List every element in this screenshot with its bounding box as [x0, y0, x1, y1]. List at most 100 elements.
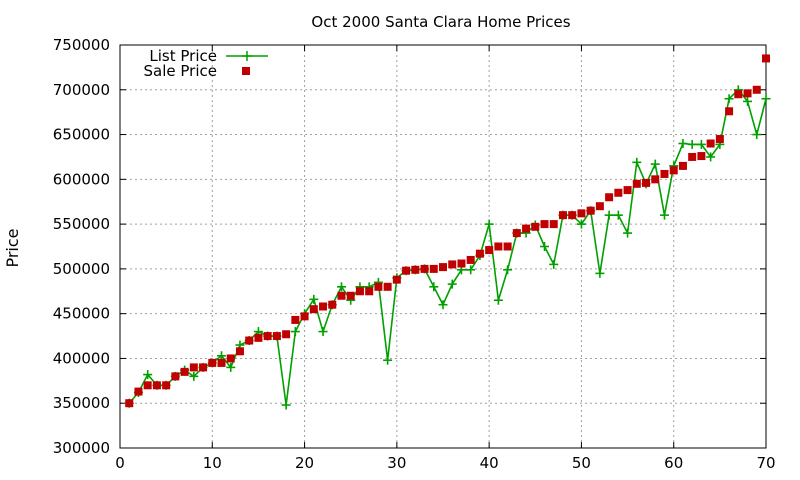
data-point-list-price — [743, 96, 753, 106]
data-point-sale-price — [263, 332, 272, 341]
data-point-sale-price — [328, 300, 337, 309]
data-point-sale-price — [291, 315, 300, 324]
data-point-sale-price — [632, 179, 641, 188]
data-point-sale-price — [143, 381, 152, 390]
data-point-sale-price — [272, 332, 281, 341]
data-point-list-price — [466, 265, 476, 275]
data-point-sale-price — [466, 255, 475, 264]
data-point-sale-price — [734, 90, 743, 99]
data-point-sale-price — [623, 186, 632, 195]
data-point-sale-price — [152, 381, 161, 390]
data-point-sale-price — [614, 188, 623, 197]
data-point-list-price — [290, 327, 300, 337]
data-point-list-price — [650, 159, 660, 169]
y-tick-label: 450000 — [53, 305, 110, 323]
data-point-sale-price — [309, 305, 318, 314]
data-point-sale-price — [189, 363, 198, 372]
data-point-sale-price — [402, 266, 411, 275]
data-point-list-price — [309, 294, 319, 304]
y-tick-label: 500000 — [53, 260, 110, 278]
data-point-list-price — [632, 157, 642, 167]
data-point-sale-price — [235, 347, 244, 356]
data-point-sale-price — [319, 302, 328, 311]
data-point-sale-price — [540, 220, 549, 229]
data-point-sale-price — [531, 222, 540, 231]
data-point-sale-price — [217, 358, 226, 367]
data-point-sale-price — [254, 333, 263, 342]
data-point-sale-price — [439, 263, 447, 272]
data-point-sale-price — [226, 354, 235, 363]
data-point-sale-price — [448, 260, 457, 269]
data-point-sale-price — [697, 152, 706, 161]
data-point-sale-price — [688, 152, 697, 161]
x-tick-label: 0 — [115, 454, 125, 472]
data-point-sale-price — [199, 363, 208, 372]
data-point-list-price — [706, 152, 716, 162]
y-tick-label: 750000 — [53, 36, 110, 54]
data-point-sale-price — [660, 169, 669, 178]
data-point-sale-price — [134, 387, 143, 396]
data-point-sale-price — [549, 220, 558, 229]
data-point-sale-price — [245, 336, 254, 345]
data-point-sale-price — [162, 381, 171, 390]
data-point-sale-price — [171, 372, 180, 381]
data-point-sale-price — [678, 161, 687, 170]
data-point-sale-price — [512, 229, 521, 238]
y-tick-label: 550000 — [53, 215, 110, 233]
x-tick-label: 50 — [572, 454, 591, 472]
data-point-sale-price — [725, 107, 734, 116]
data-point-sale-price — [125, 399, 134, 408]
data-point-sale-price — [365, 287, 374, 296]
data-point-list-price — [678, 139, 688, 149]
data-point-list-price — [336, 282, 346, 292]
data-point-sale-price — [429, 264, 438, 273]
data-point-list-price — [576, 219, 586, 229]
data-point-sale-price — [706, 139, 715, 148]
data-point-sale-price — [355, 287, 364, 296]
data-point-sale-price — [605, 193, 614, 202]
data-point-sale-price — [715, 135, 724, 144]
data-point-list-price — [604, 210, 614, 220]
data-point-list-price — [383, 355, 393, 365]
x-tick-label: 60 — [664, 454, 683, 472]
data-point-list-price — [429, 282, 439, 292]
y-tick-label: 700000 — [53, 81, 110, 99]
legend-label-list-price: List Price — [149, 47, 217, 65]
data-point-list-price — [226, 362, 236, 372]
legend-label-sale-price: Sale Price — [144, 62, 217, 80]
data-point-list-price — [189, 371, 199, 381]
legend: List Price Sale Price — [144, 47, 268, 80]
data-point-list-price — [484, 219, 494, 229]
data-point-sale-price — [383, 282, 392, 291]
data-point-sale-price — [337, 291, 346, 300]
x-tick-label: 70 — [756, 454, 775, 472]
chart-title: Oct 2000 Santa Clara Home Prices — [311, 13, 570, 31]
x-tick-label: 10 — [203, 454, 222, 472]
data-point-list-price — [493, 295, 503, 305]
data-point-sale-price — [503, 242, 512, 251]
data-point-list-price — [761, 94, 771, 104]
data-point-sale-price — [586, 206, 595, 215]
data-point-list-price — [540, 242, 550, 251]
data-point-list-price — [595, 268, 605, 278]
data-point-list-price — [696, 139, 706, 149]
data-point-sale-price — [475, 249, 484, 258]
series-sale-price — [125, 54, 770, 408]
x-tick-label: 30 — [387, 454, 406, 472]
y-tick-label: 650000 — [53, 126, 110, 144]
series-line-list-price — [128, 88, 767, 406]
data-point-list-price — [724, 94, 734, 104]
data-point-sale-price — [374, 282, 383, 291]
grid — [120, 45, 766, 448]
data-point-sale-price — [669, 166, 678, 175]
data-point-list-price — [503, 265, 513, 275]
data-point-list-price — [613, 210, 623, 220]
data-point-sale-price — [494, 242, 503, 251]
data-point-sale-price — [485, 246, 494, 255]
series-layer — [124, 54, 771, 410]
data-point-sale-price — [208, 358, 217, 367]
data-point-list-price — [687, 139, 697, 149]
axis-ticks: 0 10 20 30 40 50 60 70 300000 350000 400000 450000 5… — [53, 36, 776, 472]
data-point-sale-price — [392, 275, 401, 284]
